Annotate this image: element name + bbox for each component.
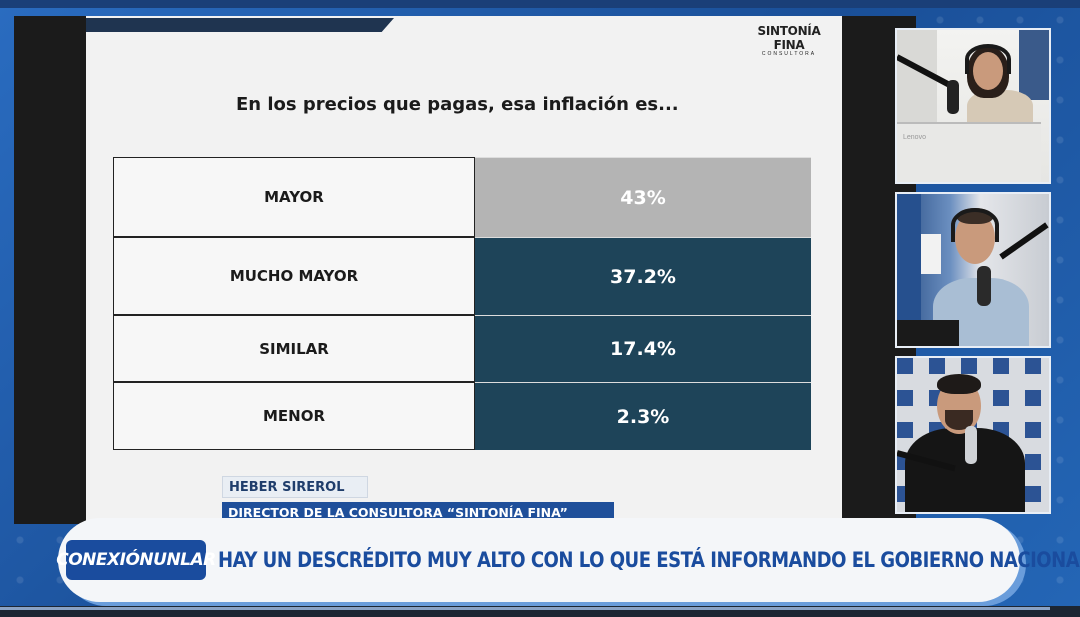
table-row: MUCHO MAYOR 37.2%: [113, 237, 813, 315]
program-logo-part1: CONEXIÓN: [56, 550, 154, 570]
table-row: MENOR 2.3%: [113, 382, 813, 450]
program-logo: CONEXIÓN UNLAR: [56, 540, 216, 580]
top-strip: [0, 0, 1080, 8]
row-label: MENOR: [113, 382, 475, 450]
row-value: 17.4%: [475, 315, 811, 382]
program-logo-part2: UNLAR: [153, 550, 216, 570]
results-table: MAYOR 43% MUCHO MAYOR 37.2% SIMILAR 17.4% MENO…: [113, 157, 813, 450]
brand-logo: SINTONÍA FINA CONSULTORA: [748, 24, 830, 57]
headline-bar: [58, 518, 1020, 602]
row-value: 37.2%: [475, 237, 811, 315]
video-progress-bar: [0, 607, 1050, 610]
bottom-strip: [0, 606, 1080, 617]
video-feed-host-2: [895, 192, 1051, 348]
row-value: 43%: [475, 157, 811, 237]
slide-accent-bar: [86, 18, 394, 32]
video-feed-host-1: Lenovo: [895, 28, 1051, 184]
row-label: MUCHO MAYOR: [113, 237, 475, 315]
row-value: 2.3%: [475, 382, 811, 450]
slide-question: En los precios que pagas, esa inflación …: [236, 94, 679, 115]
brand-name: SINTONÍA FINA: [757, 24, 821, 52]
guest-name-tag: HEBER SIREROL: [222, 476, 368, 498]
brand-subtitle: CONSULTORA: [761, 51, 817, 57]
headline-text: HAY UN DESCRÉDITO MUY ALTO CON LO QUE ES…: [218, 548, 1080, 572]
video-feed-guest: [895, 356, 1051, 514]
row-label: SIMILAR: [113, 315, 475, 382]
laptop-label: Lenovo: [903, 134, 926, 141]
row-label: MAYOR: [113, 157, 475, 237]
table-row: MAYOR 43%: [113, 157, 813, 237]
table-row: SIMILAR 17.4%: [113, 315, 813, 382]
